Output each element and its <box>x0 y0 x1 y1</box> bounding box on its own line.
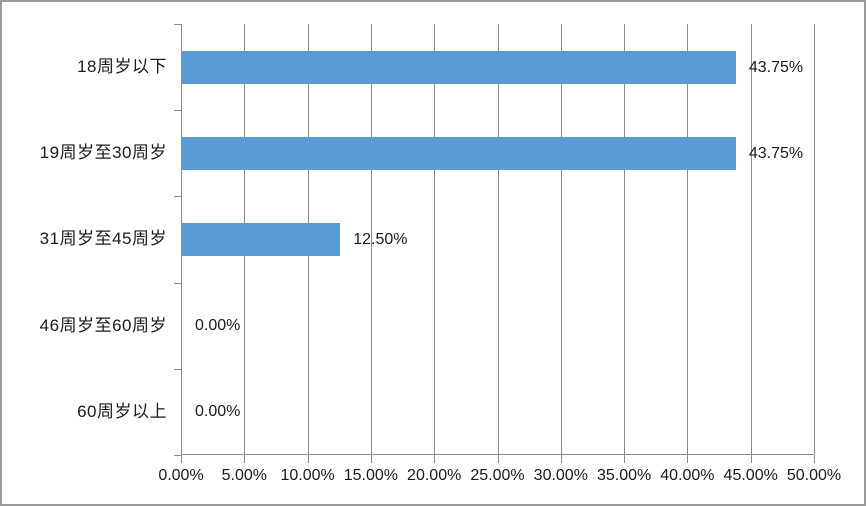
gridline <box>750 24 752 454</box>
bar <box>182 223 341 256</box>
bar <box>182 50 736 84</box>
x-axis-tick <box>181 455 182 463</box>
bar-value-label: 43.75% <box>748 144 804 162</box>
x-axis-tick-labels: 0.00% 5.00% 10.00% 15.00% 20.00% 25.00% 30.00%… <box>158 467 841 491</box>
x-axis-tick-label: 30.00% <box>533 467 588 484</box>
category-label: 60周岁以上 <box>77 401 167 421</box>
gridline <box>560 24 562 454</box>
category-label: 18周岁以下 <box>77 57 167 76</box>
x-axis-tick-label: 25.00% <box>470 467 525 484</box>
bar-value-label: 0.00% <box>195 317 241 335</box>
bar-value-label: 43.75% <box>748 58 804 76</box>
gridline <box>497 24 499 454</box>
x-axis-tick <box>687 455 689 463</box>
bar-value-label: 12.50% <box>353 231 408 248</box>
y-axis-tick <box>174 110 182 112</box>
x-axis-tick <box>497 455 499 463</box>
x-axis-tick-label: 15.00% <box>343 467 399 484</box>
y-axis-tick <box>174 282 182 284</box>
x-axis-tick-label: 45.00% <box>723 467 778 484</box>
x-axis-tick-label: 10.00% <box>280 467 335 484</box>
gridline <box>434 24 436 454</box>
x-axis-tick <box>244 455 246 463</box>
bar-value-label: 0.00% <box>195 403 241 421</box>
gridline <box>814 24 815 454</box>
y-axis-tick <box>174 368 182 370</box>
y-axis-tick <box>174 196 182 198</box>
x-axis-tick <box>624 455 626 463</box>
x-axis-tick-label: 0.00% <box>158 467 204 484</box>
bar <box>182 136 736 170</box>
gridline <box>624 24 626 454</box>
x-axis-tick <box>434 455 436 463</box>
x-axis-tick-label: 35.00% <box>596 467 652 484</box>
x-axis-tick <box>750 455 752 463</box>
x-axis-tick-label: 5.00% <box>221 467 267 484</box>
y-axis-tick <box>174 455 182 456</box>
gridline <box>687 24 689 454</box>
x-axis-tick <box>307 455 309 463</box>
x-axis-tick-label: 50.00% <box>786 467 842 484</box>
y-axis-category-labels: 18周岁以下 19周岁至30周岁 31周岁至45周岁 46周岁至60周岁 60周… <box>2 24 167 455</box>
plot-area: 43.75% 43.75% 12.50% 0.00% 0.00% <box>174 24 815 463</box>
y-axis-tick <box>174 24 182 25</box>
gridline <box>370 24 372 454</box>
x-axis-tick-label: 40.00% <box>660 467 715 484</box>
x-axis-tick <box>814 455 815 463</box>
category-label: 19周岁至30周岁 <box>39 143 167 163</box>
category-label: 46周岁至60周岁 <box>39 315 167 335</box>
x-axis-tick-label: 20.00% <box>407 467 462 484</box>
x-axis-tick <box>370 455 372 463</box>
x-axis-tick <box>560 455 562 463</box>
category-label: 31周岁至45周岁 <box>39 229 167 249</box>
